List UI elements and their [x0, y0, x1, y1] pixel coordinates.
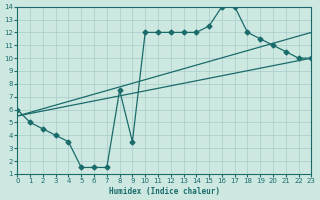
X-axis label: Humidex (Indice chaleur): Humidex (Indice chaleur): [109, 187, 220, 196]
